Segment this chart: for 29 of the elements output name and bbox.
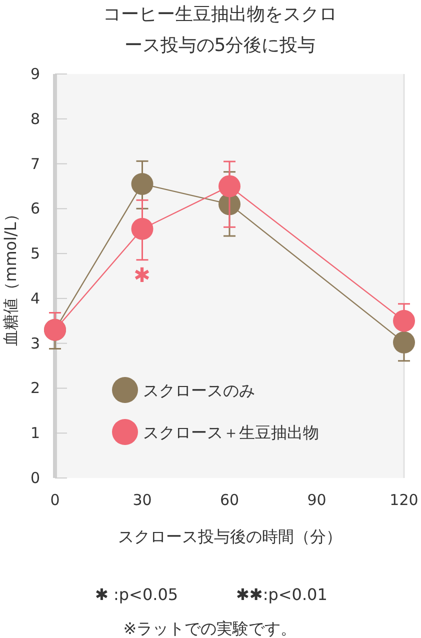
x-tick-label: 0 (50, 491, 60, 509)
point (218, 175, 240, 198)
text: ✱ :p<0.05 (95, 585, 178, 604)
y-tick-label: 8 (30, 110, 40, 128)
y-axis-title: 血糖値（mmol/L） (1, 206, 20, 346)
legend-label: スクロースのみ (143, 381, 255, 400)
x-tick-label: 120 (390, 491, 418, 509)
y-tick-label: 1 (30, 424, 40, 442)
point (393, 331, 415, 354)
y-tick-label: 9 (30, 65, 40, 83)
y-tick-label: 7 (30, 154, 40, 173)
x-tick-label: 90 (307, 491, 326, 509)
x-tick-label: 30 (132, 491, 152, 509)
point (393, 310, 415, 332)
x-axis-title: スクロース投与後の時間（分） (118, 527, 342, 546)
y-tick-label: 0 (30, 469, 40, 487)
legend-label: スクロース＋生豆抽出物 (143, 423, 319, 442)
y-tick-label: 4 (30, 289, 40, 308)
point (131, 172, 154, 195)
point (131, 218, 154, 240)
x-tick-label: 60 (220, 491, 240, 509)
y-tick-label: 5 (30, 244, 40, 263)
text: ✱✱:p<0.01 (236, 585, 328, 604)
y-tick-label: 2 (30, 379, 40, 398)
annotation: ✱ (134, 263, 150, 287)
text: ※ラットでの実験です。 (123, 619, 297, 638)
y-tick-label: 3 (30, 334, 40, 352)
chart-title: コーヒー生豆抽出物をスクロース投与の5分後に投与 (103, 4, 337, 56)
y-tick-label: 6 (30, 200, 40, 218)
